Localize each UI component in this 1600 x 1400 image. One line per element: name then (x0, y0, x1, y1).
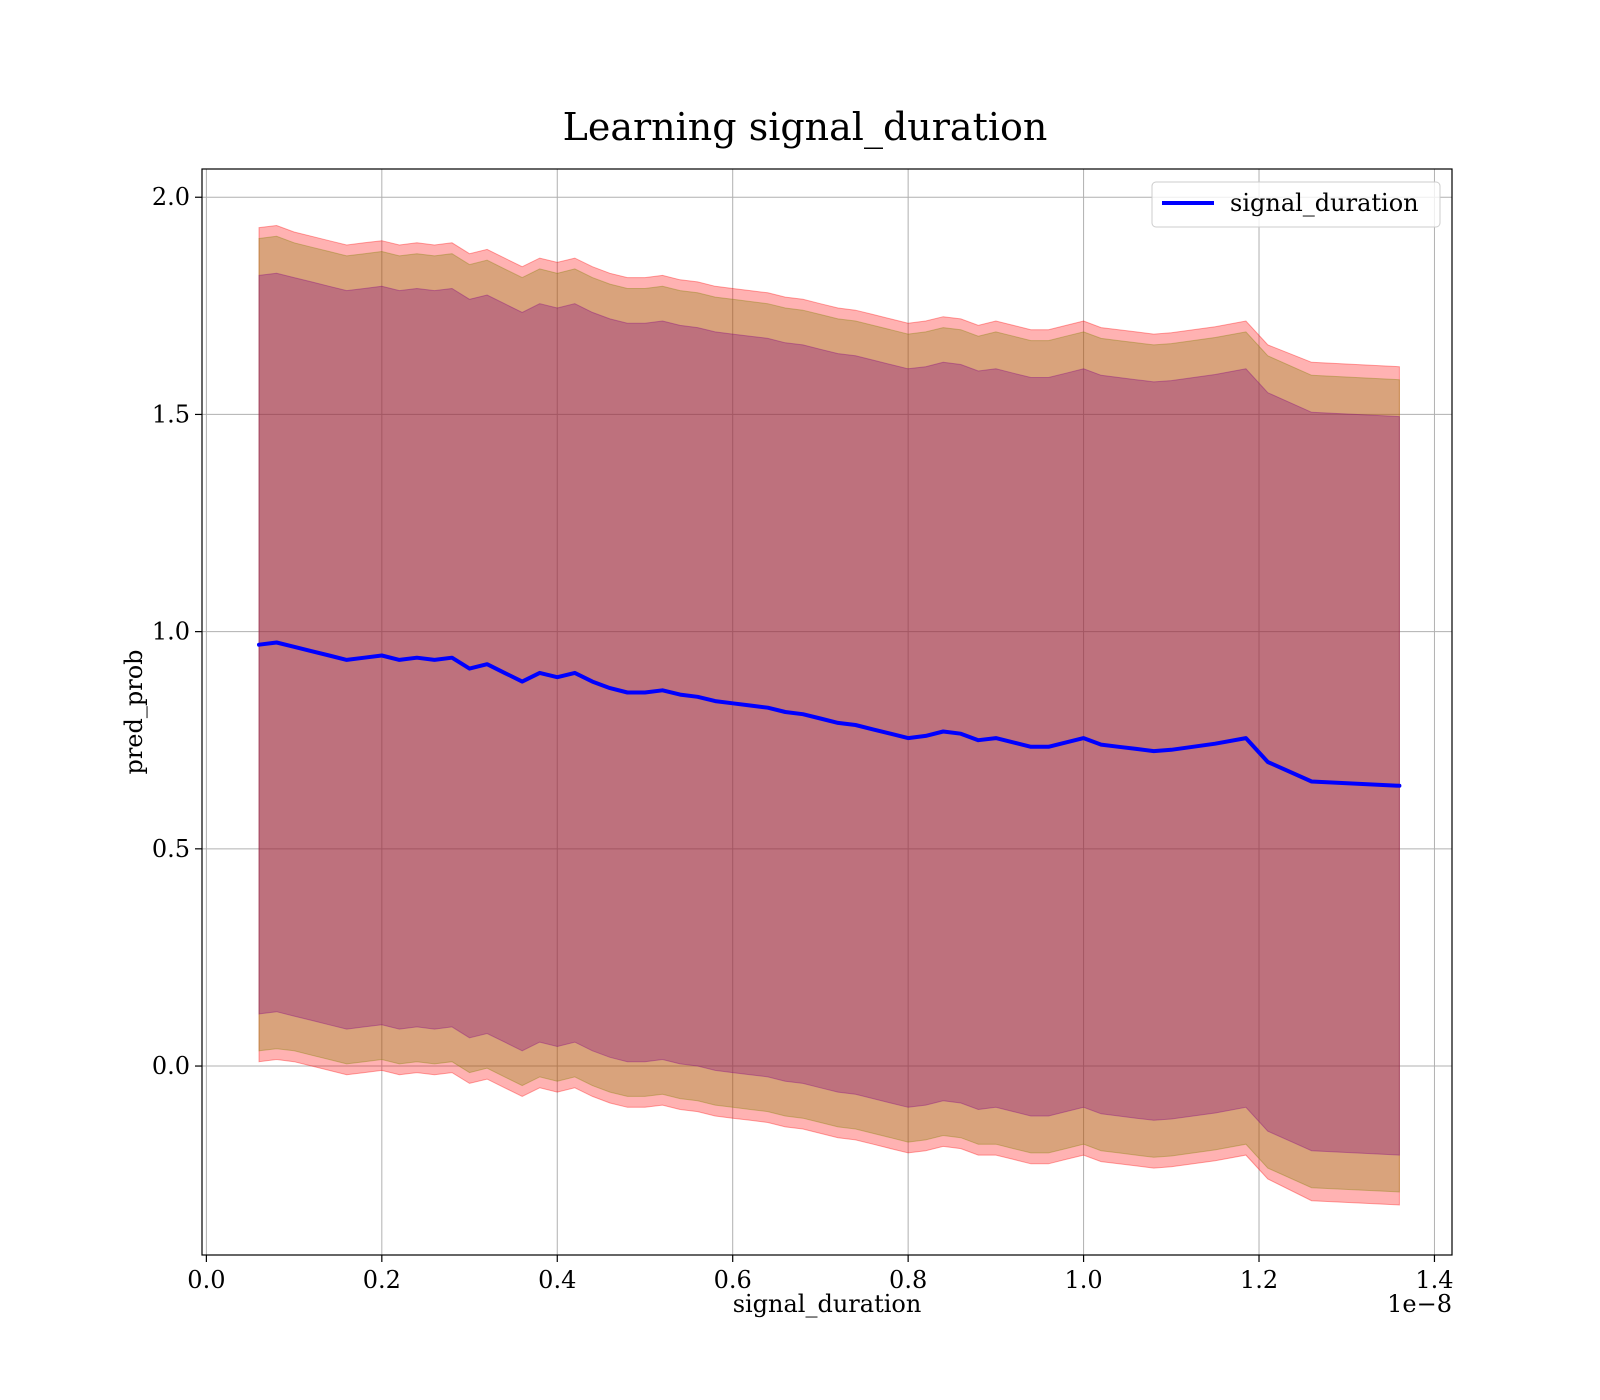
x-axis-label: signal_duration (733, 1290, 922, 1318)
x-tick-label: 0.4 (538, 1266, 576, 1294)
x-tick-label: 1.2 (1240, 1266, 1278, 1294)
x-tick-label: 0.8 (889, 1266, 927, 1294)
y-tick-label: 0.0 (152, 1052, 190, 1080)
legend: signal_duration (1151, 181, 1441, 228)
y-tick-label: 1.0 (152, 618, 190, 646)
series-line-signal-duration (257, 640, 1402, 788)
axis-ticks: 0.0 0.2 0.4 0.6 0.8 1.0 1.2 1.4 0.0 0.5 1.0 1.5 2.0 (152, 183, 1454, 1294)
confidence-bands (258, 224, 1400, 1206)
band-inner (258, 272, 1400, 1156)
x-tick-label: 1.4 (1415, 1266, 1453, 1294)
y-tick-label: 0.5 (152, 835, 190, 863)
band-middle (258, 235, 1400, 1193)
plot-frame (201, 168, 1453, 1256)
grid (202, 169, 1452, 1255)
chart-title: Learning signal_duration (563, 105, 1048, 150)
x-tick-label: 0.2 (363, 1266, 401, 1294)
x-tick-label: 0.6 (714, 1266, 752, 1294)
y-axis-label: pred_prob (120, 649, 148, 774)
legend-frame (1151, 181, 1441, 228)
band-outer (258, 224, 1400, 1206)
y-tick-label: 2.0 (152, 183, 190, 211)
x-tick-label: 1.0 (1064, 1266, 1102, 1294)
y-tick-label: 1.5 (152, 400, 190, 428)
series-lines (257, 640, 1402, 788)
x-tick-label: 0.0 (187, 1266, 225, 1294)
legend-label: signal_duration (1230, 189, 1419, 217)
x-axis-offset-label: 1e−8 (1387, 1290, 1452, 1318)
